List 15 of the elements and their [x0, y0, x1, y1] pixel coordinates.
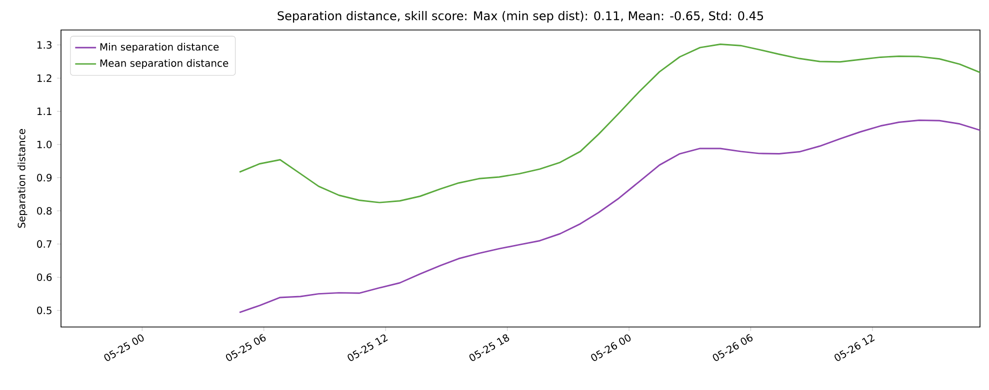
y-axis-title: Separation distance	[18, 129, 28, 228]
line-series	[238, 44, 980, 204]
y-tick-label: 0.8	[37, 207, 52, 215]
y-tick-label: 0.6	[37, 273, 52, 282]
y-tick-label: 1.2	[37, 74, 52, 82]
y-tick-label: 1.3	[37, 41, 52, 49]
y-tick-label: 1.0	[37, 140, 52, 148]
line-series	[238, 120, 980, 314]
legend-label: Mean separation distance	[100, 59, 228, 69]
y-tick-label: 1.1	[37, 108, 52, 115]
y-tick-label: 0.9	[37, 174, 52, 182]
legend-label: Min separation distance	[100, 42, 219, 53]
y-tick-label: 0.7	[37, 240, 52, 248]
y-tick-label: 0.5	[37, 306, 52, 314]
chart-title: Separation distance, skill score: Max (min sep dist): 0.11, Mean: -0.65, Std: 0.45	[278, 11, 764, 23]
